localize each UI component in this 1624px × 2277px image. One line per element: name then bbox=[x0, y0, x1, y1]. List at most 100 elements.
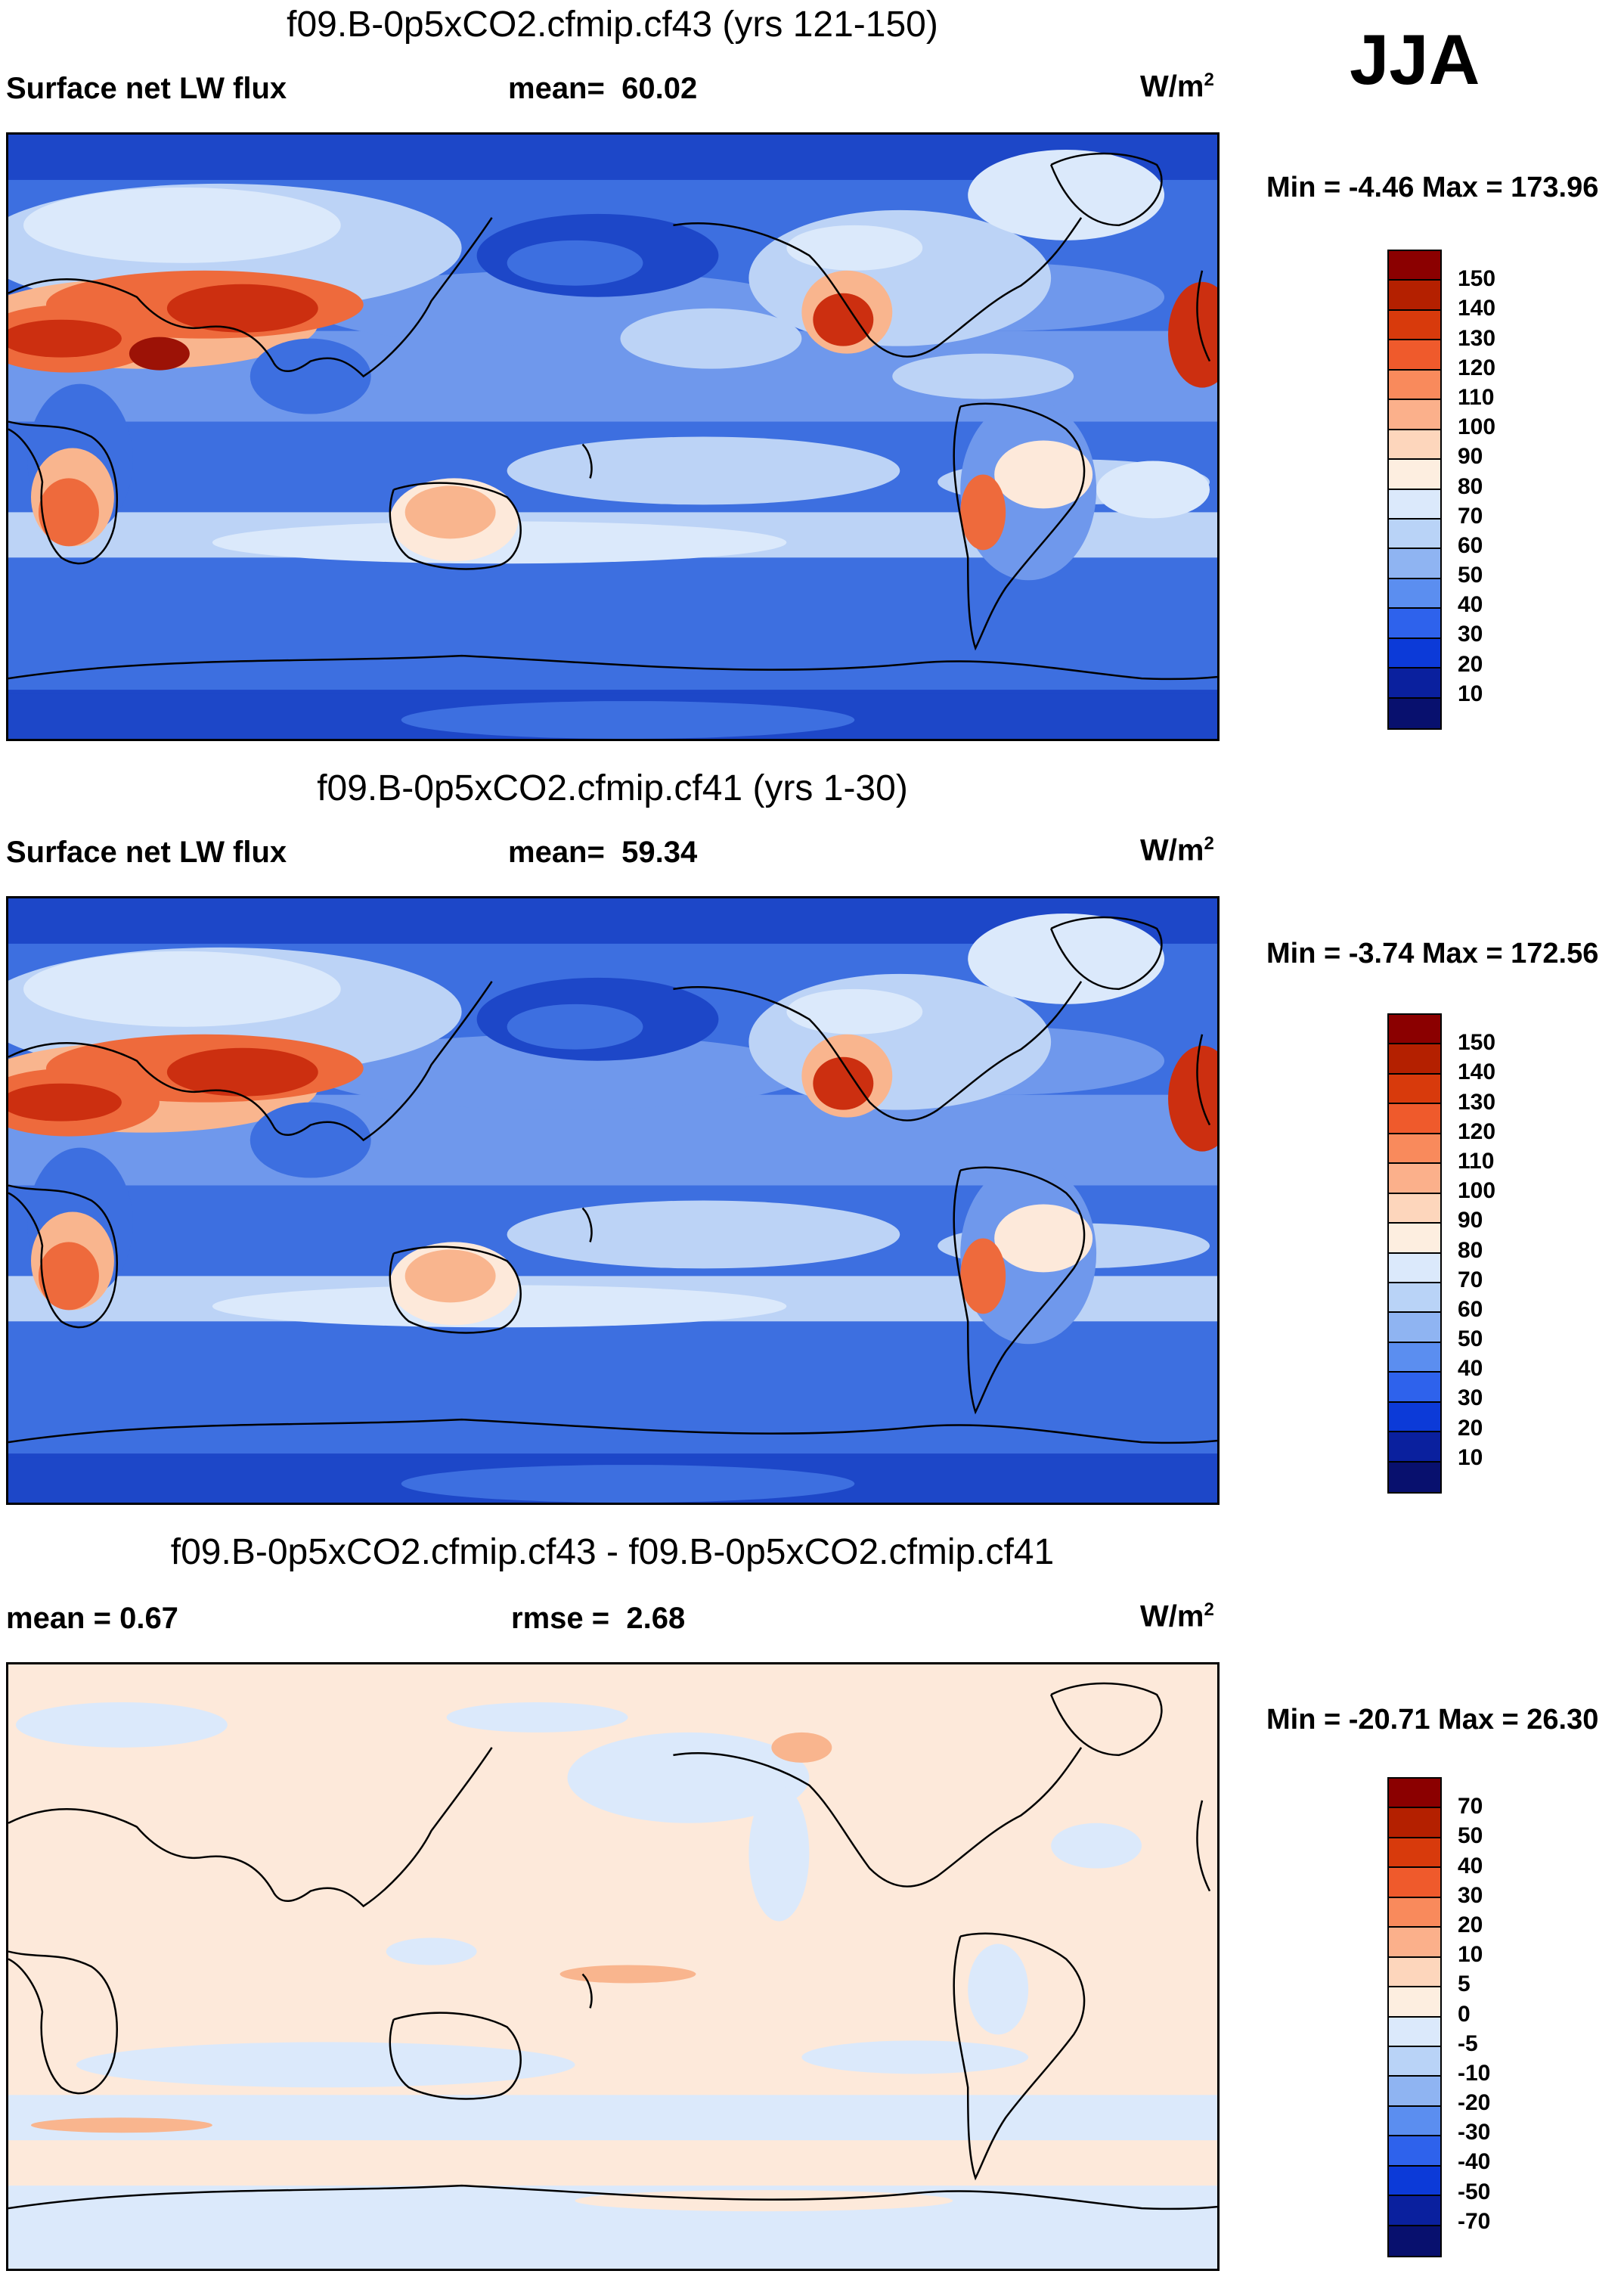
colorbar-tick-label: 50 bbox=[1458, 1326, 1483, 1352]
colorbar-bin bbox=[1389, 310, 1440, 341]
colorbar-bin bbox=[1389, 1928, 1440, 1958]
colorbar-bin bbox=[1389, 2106, 1440, 2137]
colorbar-tick-label: -5 bbox=[1458, 2030, 1478, 2056]
colorbar-tick-label: 30 bbox=[1458, 622, 1483, 647]
panel2-variable-label: Surface net LW flux bbox=[6, 836, 287, 869]
colorbar-bin bbox=[1389, 1779, 1440, 1809]
colorbar-bin bbox=[1389, 519, 1440, 550]
panel2-coastlines bbox=[8, 916, 1217, 1444]
colorbar-bin bbox=[1389, 2136, 1440, 2167]
panel1-minmax: Min = -4.46 Max = 173.96 bbox=[1266, 172, 1599, 203]
colorbar-tick-label: 150 bbox=[1458, 1030, 1496, 1056]
panel1-colorbar bbox=[1387, 250, 1442, 730]
colorbar-bin bbox=[1389, 281, 1440, 311]
colorbar-tick-label: 60 bbox=[1458, 1296, 1483, 1322]
panel3-colorbar bbox=[1387, 1777, 1442, 2257]
panel3-field bbox=[8, 1664, 1217, 2269]
colorbar-tick-label: 70 bbox=[1458, 1267, 1483, 1292]
colorbar-bin bbox=[1389, 1868, 1440, 1898]
panel2-map bbox=[6, 896, 1220, 1505]
colorbar-bin bbox=[1389, 1957, 1440, 1988]
colorbar-bin bbox=[1389, 2196, 1440, 2226]
colorbar-bin bbox=[1389, 1044, 1440, 1075]
colorbar-tick-label: 30 bbox=[1458, 1385, 1483, 1411]
colorbar-tick-label: 90 bbox=[1458, 1208, 1483, 1233]
panel1-title: f09.B-0p5xCO2.cfmip.cf43 (yrs 121-150) bbox=[287, 5, 938, 45]
panel3-coastlines bbox=[8, 1682, 1217, 2210]
colorbar-bin bbox=[1389, 1253, 1440, 1283]
colorbar-bin bbox=[1389, 370, 1440, 401]
colorbar-bin bbox=[1389, 1134, 1440, 1165]
colorbar-tick-label: 20 bbox=[1458, 1415, 1483, 1441]
panel3-mean-label: mean = 0.67 bbox=[6, 1602, 178, 1635]
panel1-map bbox=[6, 132, 1220, 741]
colorbar-tick-label: -10 bbox=[1458, 2060, 1491, 2086]
panel1-field bbox=[8, 135, 1217, 739]
panel3-units: W/m2 bbox=[1140, 1599, 1214, 1633]
colorbar-tick-label: 50 bbox=[1458, 563, 1483, 588]
colorbar-bin bbox=[1389, 669, 1440, 699]
colorbar-bin bbox=[1389, 698, 1440, 728]
colorbar-tick-label: -70 bbox=[1458, 2208, 1491, 2234]
colorbar-bin bbox=[1389, 1373, 1440, 1403]
colorbar-tick-label: 110 bbox=[1458, 1148, 1495, 1174]
colorbar-bin bbox=[1389, 1342, 1440, 1373]
colorbar-bin bbox=[1389, 1074, 1440, 1105]
colorbar-tick-label: 20 bbox=[1458, 651, 1483, 677]
colorbar-tick-label: 100 bbox=[1458, 414, 1496, 440]
colorbar-tick-label: 60 bbox=[1458, 532, 1483, 558]
colorbar-tick-label: 120 bbox=[1458, 355, 1496, 380]
colorbar-tick-label: 40 bbox=[1458, 1853, 1483, 1878]
colorbar-tick-label: -50 bbox=[1458, 2179, 1491, 2204]
colorbar-tick-label: -40 bbox=[1458, 2149, 1491, 2175]
colorbar-tick-label: 80 bbox=[1458, 1237, 1483, 1263]
colorbar-tick-label: 120 bbox=[1458, 1118, 1496, 1144]
colorbar-tick-label: 70 bbox=[1458, 1794, 1483, 1819]
colorbar-tick-label: -20 bbox=[1458, 2090, 1491, 2116]
panel3-rmse-label: rmse = 2.68 bbox=[511, 1602, 686, 1635]
panel3-title: f09.B-0p5xCO2.cfmip.cf43 - f09.B-0p5xCO2… bbox=[170, 1532, 1055, 1572]
colorbar-tick-label: 140 bbox=[1458, 1059, 1496, 1085]
panel1-coastlines bbox=[8, 152, 1217, 681]
colorbar-bin bbox=[1389, 1838, 1440, 1869]
colorbar-tick-label: 40 bbox=[1458, 1356, 1483, 1382]
panel2-title: f09.B-0p5xCO2.cfmip.cf41 (yrs 1-30) bbox=[317, 768, 908, 808]
colorbar-bin bbox=[1389, 340, 1440, 371]
colorbar-bin bbox=[1389, 1432, 1440, 1463]
colorbar-tick-label: 150 bbox=[1458, 266, 1496, 292]
colorbar-bin bbox=[1389, 2166, 1440, 2197]
colorbar-bin bbox=[1389, 1808, 1440, 1838]
colorbar-bin bbox=[1389, 549, 1440, 579]
colorbar-tick-label: 90 bbox=[1458, 444, 1483, 470]
colorbar-tick-label: 80 bbox=[1458, 473, 1483, 499]
colorbar-bin bbox=[1389, 430, 1440, 461]
panel2-colorbar bbox=[1387, 1013, 1442, 1494]
colorbar-bin bbox=[1389, 1402, 1440, 1433]
colorbar-tick-label: 100 bbox=[1458, 1178, 1496, 1204]
colorbar-bin bbox=[1389, 1313, 1440, 1343]
colorbar-bin bbox=[1389, 609, 1440, 639]
colorbar-tick-label: 10 bbox=[1458, 1942, 1483, 1968]
colorbar-bin bbox=[1389, 579, 1440, 610]
colorbar-bin bbox=[1389, 489, 1440, 520]
colorbar-tick-label: 50 bbox=[1458, 1823, 1483, 1849]
colorbar-tick-label: 30 bbox=[1458, 1882, 1483, 1908]
colorbar-tick-label: 5 bbox=[1458, 1971, 1471, 1997]
colorbar-bin bbox=[1389, 1164, 1440, 1194]
panel3-minmax: Min = -20.71 Max = 26.30 bbox=[1266, 1704, 1599, 1736]
colorbar-tick-label: 40 bbox=[1458, 592, 1483, 618]
colorbar-bin bbox=[1389, 1015, 1440, 1045]
colorbar-bin bbox=[1389, 1987, 1440, 2018]
colorbar-tick-label: 0 bbox=[1458, 2001, 1471, 2027]
colorbar-bin bbox=[1389, 2046, 1440, 2077]
colorbar-bin bbox=[1389, 1224, 1440, 1254]
colorbar-tick-label: 10 bbox=[1458, 1444, 1483, 1470]
colorbar-bin bbox=[1389, 1462, 1440, 1492]
panel1-mean-label: mean= 60.02 bbox=[508, 72, 698, 105]
panel2-field bbox=[8, 898, 1217, 1503]
colorbar-bin bbox=[1389, 638, 1440, 669]
colorbar-tick-label: 140 bbox=[1458, 296, 1496, 321]
colorbar-bin bbox=[1389, 1193, 1440, 1224]
colorbar-bin bbox=[1389, 1104, 1440, 1134]
season-label: JJA bbox=[1350, 20, 1480, 99]
